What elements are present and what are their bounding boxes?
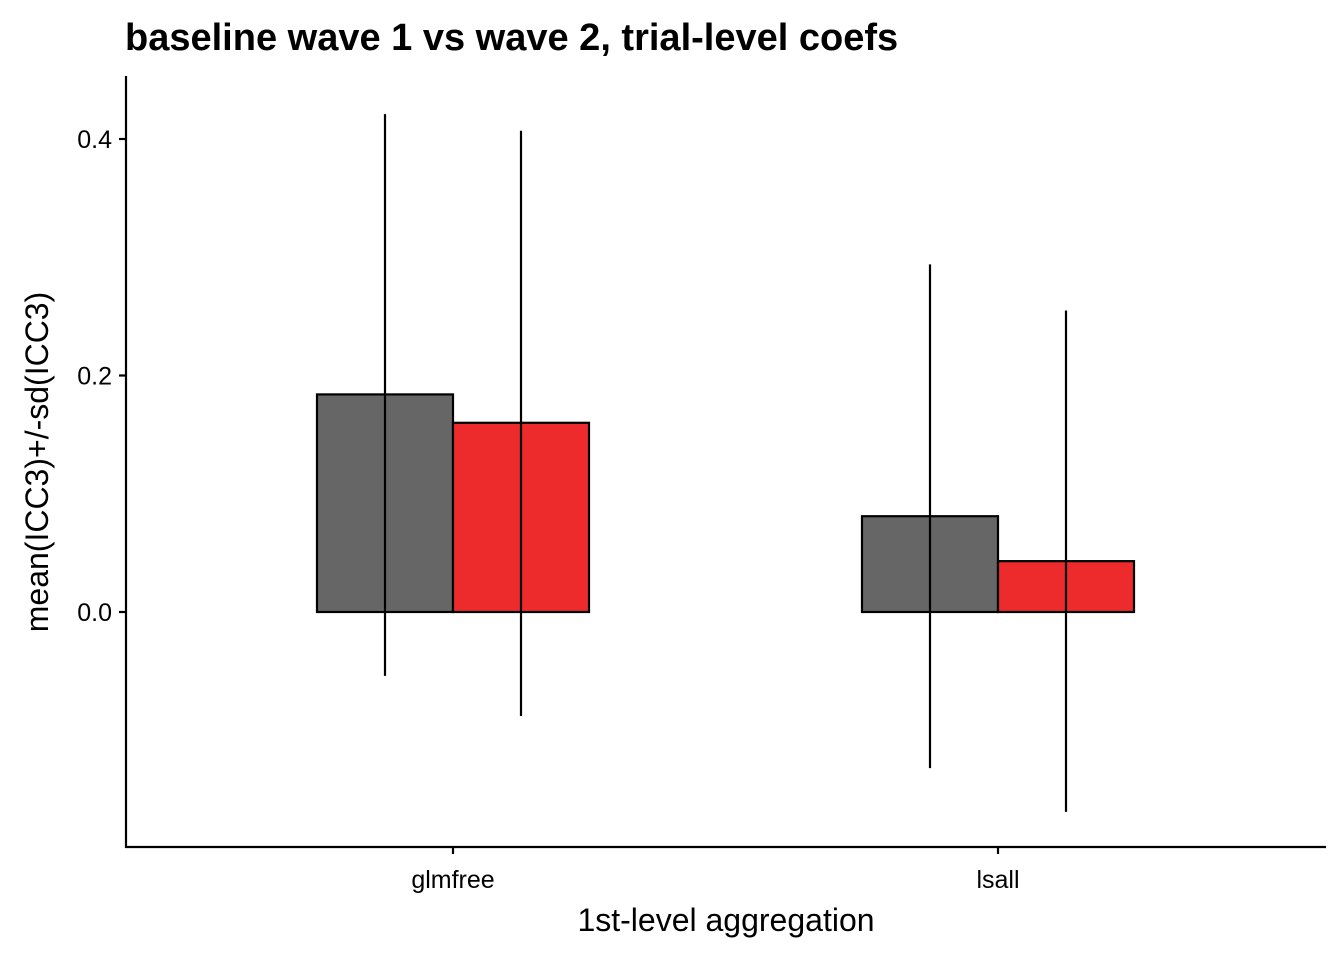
x-ticks: glmfree lsall (411, 847, 1020, 894)
chart-title: baseline wave 1 vs wave 2, trial-level c… (125, 17, 898, 59)
error-bars (383, 114, 1068, 812)
y-tick-label: 0.0 (77, 599, 112, 627)
y-ticks: 0.0 0.2 0.4 (77, 126, 126, 627)
x-tick-label-glmfree: glmfree (411, 866, 494, 894)
y-tick-label: 0.4 (77, 126, 112, 154)
y-axis-title: mean(ICC3)+/-sd(ICC3) (19, 292, 55, 633)
x-tick-label-lsall: lsall (976, 866, 1019, 894)
x-axis-title: 1st-level aggregation (577, 902, 874, 938)
bars (315, 393, 1136, 614)
y-tick-label: 0.2 (77, 363, 112, 391)
